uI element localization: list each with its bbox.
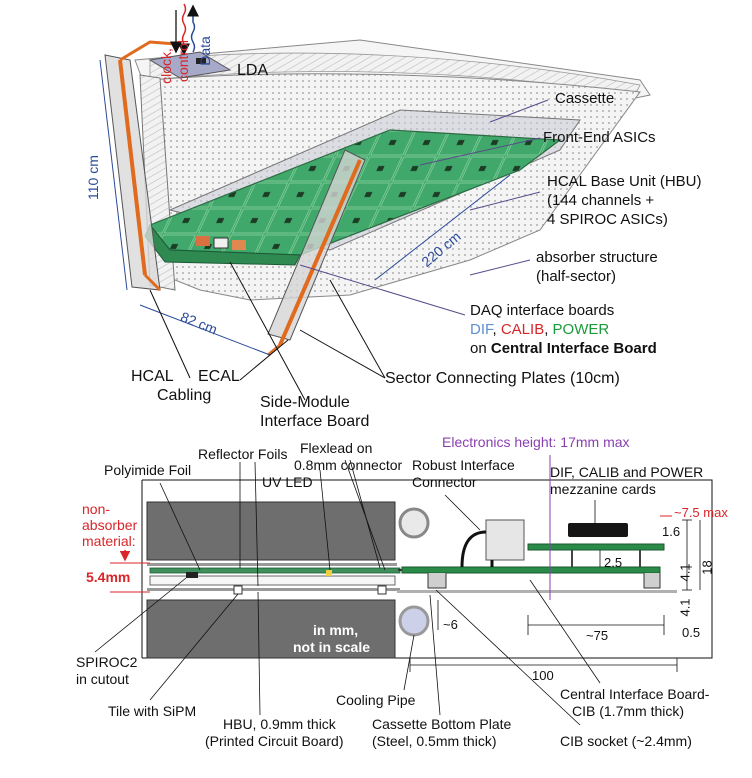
cooling-pipe-bottom (398, 605, 430, 637)
absorber-label-line1: absorber structure (536, 249, 658, 266)
reflector-foils-label: Reflector Foils (198, 446, 288, 462)
dif-board (196, 236, 210, 246)
cib-label-line2: CIB (1.7mm thick) (572, 703, 685, 719)
cassette-label: Cassette (555, 90, 615, 107)
data-arrow (187, 4, 199, 53)
robust-connector-label-line1: Robust Interface (412, 457, 515, 473)
flexlead-label-line2: 0.8mm connector (294, 457, 403, 473)
dim-110-label: 110 cm (85, 155, 101, 200)
bottom-plate-label-line1: Cassette Bottom Plate (372, 716, 512, 732)
tile-sipm-label: Tile with SiPM (108, 703, 197, 719)
dim-220-line (374, 174, 511, 281)
max-height-label: ~7.5 max (674, 505, 728, 520)
cassette-bottom-steel (397, 590, 677, 593)
sector-plates-label: Sector Connecting Plates (10cm) (385, 370, 620, 387)
connector-cable (460, 530, 487, 568)
spiroc-chip (186, 572, 198, 578)
front-end-asics-label: Front-End ASICs (543, 129, 656, 146)
central-interface-board (401, 566, 661, 574)
cabling-label: Cabling (157, 387, 212, 404)
dim-1-6: 1.6 (662, 524, 681, 539)
robust-connector-label-line2: Connector (412, 474, 477, 490)
upper-absorber-plate (146, 501, 396, 561)
bottom-plate-label-line2: (Steel, 0.5mm thick) (372, 733, 497, 749)
thickness-label: 5.4mm (86, 569, 131, 585)
not-in-scale-line2: not in scale (293, 639, 371, 655)
sipm (233, 585, 243, 595)
dim-2-5: 2.5 (604, 555, 623, 570)
cib-label-line1: Central Interface Board- (560, 686, 710, 702)
dim-100: 100 (532, 668, 554, 683)
cassette-top-plate (147, 563, 397, 566)
electronics-height-label: Electronics height: 17mm max (442, 434, 630, 450)
calib-board (213, 237, 229, 249)
control-label: control (175, 39, 192, 83)
central-interface-board-label: Central Interface Board (490, 340, 657, 357)
absorber-label-line2: (half-sector) (536, 268, 617, 285)
clock-label: clock, (157, 48, 174, 84)
hbu-label-line1: HCAL Base Unit (HBU) (547, 173, 702, 190)
side-module-label-line1: Side-Module (260, 394, 350, 411)
robust-interface-connector (485, 519, 525, 561)
scintillator-tile (149, 575, 396, 586)
hcal-label: HCAL (131, 368, 174, 385)
control-arrow (178, 3, 190, 56)
hcal-cabling (118, 59, 147, 276)
cooling-pipe-label: Cooling Pipe (336, 692, 416, 708)
uv-led-label: UV LED (262, 474, 313, 490)
dim-0-5: 0.5 (682, 625, 701, 640)
cassette-cross-section (94, 455, 713, 726)
ecal-cabling (278, 159, 362, 346)
daq-label-line1: DAQ interface boards (470, 302, 615, 319)
lower-absorber-plate (146, 599, 396, 659)
side-module-label-line2: Interface Board (260, 413, 370, 430)
lda-label: LDA (237, 62, 269, 79)
flexlead-label-line1: Flexlead on (300, 440, 373, 456)
hbu-label-line3: 4 SPIROC ASICs) (547, 211, 668, 228)
dim-75: ~75 (586, 628, 609, 643)
non-absorber-label-line3: material: (82, 533, 136, 549)
mezzanine-component (568, 523, 628, 537)
ecal-label: ECAL (198, 368, 240, 385)
power-label: POWER (552, 321, 610, 338)
not-in-scale-line1: in mm, (313, 622, 359, 638)
cib-socket-2 (643, 573, 661, 589)
uv-led (326, 570, 332, 576)
non-absorber-label-line2: absorber (82, 517, 138, 533)
non-absorber-label-line1: non- (82, 501, 111, 517)
power-board (232, 240, 246, 250)
mezzanine-board (527, 543, 665, 551)
dim-18: 18 (699, 560, 715, 575)
data-label: Data (196, 36, 213, 66)
mezzanine-label-line1: DIF, CALIB and POWER (550, 464, 704, 480)
cooling-pipe-top (398, 507, 430, 539)
dif-label: DIF (470, 321, 493, 338)
polyimide-foil-label: Polyimide Foil (104, 462, 192, 478)
section-frame (141, 479, 713, 659)
mezzanine-label-line2: mezzanine cards (550, 481, 656, 497)
dim-4-1-upper: 4.1 (677, 563, 693, 582)
hbu-thick-label-line2: (Printed Circuit Board) (205, 733, 344, 749)
cib-socket-1 (427, 573, 447, 589)
cassette-bottom-plate (147, 588, 400, 591)
spiroc-label-line2: in cutout (76, 671, 129, 687)
hbu-thick-label-line1: HBU, 0.9mm thick (223, 716, 336, 732)
calib-label: CALIB (500, 321, 545, 338)
spiroc-label-line1: SPIROC2 (76, 654, 138, 670)
dim-82-line (139, 304, 271, 356)
daq-label-line2: DIF, CALIB, POWER (470, 321, 610, 338)
ecal-side-plate (267, 149, 366, 341)
cib-socket-label: CIB socket (~2.4mm) (560, 733, 692, 749)
dim-4-1-lower: 4.1 (677, 598, 693, 617)
sipm-2 (377, 585, 387, 595)
hbu-label-line2: (144 channels + (547, 192, 655, 209)
daq-label-line3: on Central Interface Board (470, 340, 657, 357)
dim-6: ~6 (443, 617, 458, 632)
dim-110-line (99, 59, 128, 291)
hcal-module-illustration (99, 3, 651, 401)
